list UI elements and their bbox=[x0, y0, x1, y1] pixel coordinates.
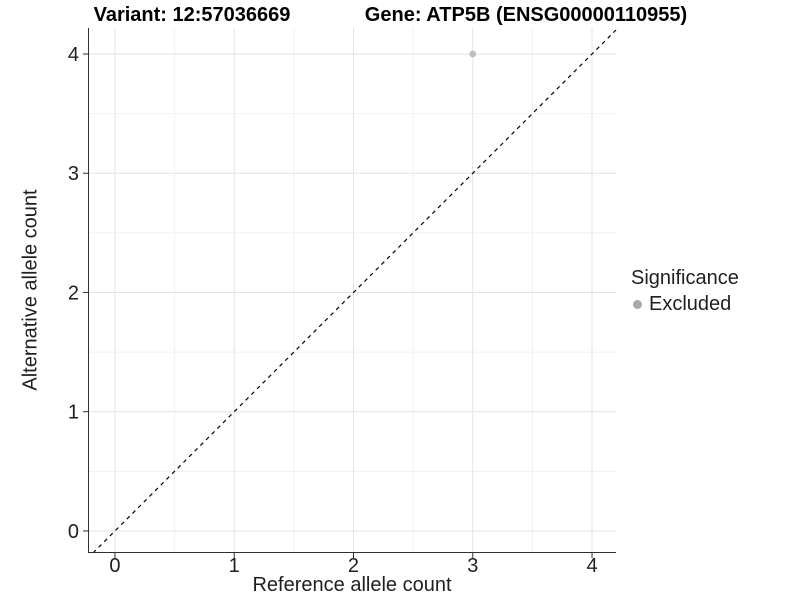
panel-background bbox=[88, 28, 616, 553]
legend-point-icon bbox=[633, 299, 642, 309]
legend-title: Significance bbox=[631, 267, 739, 289]
legend-item-excluded: Excluded bbox=[631, 292, 739, 316]
x-tick-label: 3 bbox=[467, 555, 478, 577]
plot-title-gene: Gene: ATP5B (ENSG00000110955) bbox=[364, 4, 688, 26]
legend-item-label: Excluded bbox=[649, 293, 732, 315]
identity-line bbox=[92, 29, 617, 554]
data-point bbox=[469, 50, 477, 58]
y-tick-label: 4 bbox=[68, 44, 79, 66]
y-tick-label: 1 bbox=[68, 402, 79, 424]
plot-title-variant: Variant: 12:57036669 bbox=[93, 4, 291, 26]
y-tick-label: 0 bbox=[68, 521, 79, 543]
x-tick-label: 0 bbox=[109, 555, 120, 577]
x-tick-label: 4 bbox=[586, 555, 597, 577]
x-axis-title: Reference allele count bbox=[252, 574, 452, 596]
x-tick-label: 2 bbox=[348, 555, 359, 577]
legend: Significance Excluded bbox=[631, 266, 739, 316]
y-tick-label: 3 bbox=[68, 163, 79, 185]
y-tick-label: 2 bbox=[68, 282, 79, 304]
y-axis-title: Alternative allele count bbox=[19, 189, 42, 391]
x-tick-label: 1 bbox=[229, 555, 240, 577]
